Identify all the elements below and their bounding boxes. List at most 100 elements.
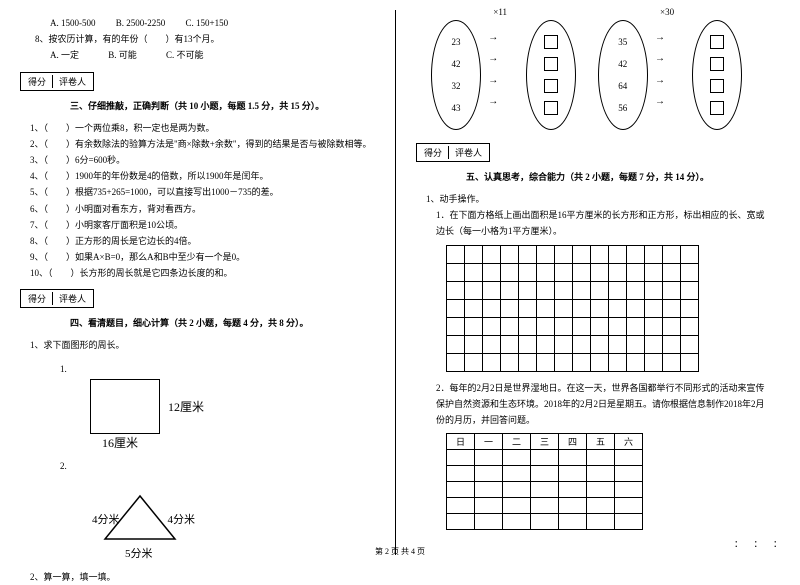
grid-cell [627, 263, 645, 281]
cal-cell[interactable] [587, 466, 615, 482]
grid-cell [537, 335, 555, 353]
grid-cell [681, 317, 699, 335]
answer-box[interactable] [544, 101, 558, 115]
cal-head: 六 [615, 434, 643, 450]
cal-cell[interactable] [587, 450, 615, 466]
grid-cell [573, 245, 591, 263]
cal-cell[interactable] [615, 466, 643, 482]
cal-cell[interactable] [475, 482, 503, 498]
grid-cell [519, 299, 537, 317]
q8-opt-c: C. 不可能 [166, 50, 204, 60]
arrow-icon: → [655, 76, 685, 86]
cal-cell[interactable] [475, 514, 503, 530]
grid-cell [627, 299, 645, 317]
cal-cell[interactable] [531, 514, 559, 530]
cal-cell[interactable] [531, 466, 559, 482]
judge-item: 5、（ ）根据735+265=1000，可以直接写出1000－735的差。 [30, 184, 375, 200]
grid-cell [663, 299, 681, 317]
grid-cell [591, 263, 609, 281]
cal-cell[interactable] [587, 482, 615, 498]
grid-cell [573, 317, 591, 335]
grader-label: 评卷人 [56, 292, 89, 305]
rect-height: 12厘米 [168, 398, 204, 415]
cal-cell[interactable] [559, 498, 587, 514]
grid-cell [681, 281, 699, 299]
cal-cell[interactable] [447, 450, 475, 466]
tri-right: 4分米 [168, 511, 196, 527]
left-column: A. 1500-500 B. 2500-2250 C. 150+150 8、按农… [0, 0, 395, 565]
grid-cell [591, 335, 609, 353]
grid-cell [555, 245, 573, 263]
grid-cell [681, 299, 699, 317]
cal-cell[interactable] [447, 482, 475, 498]
cal-cell[interactable] [503, 498, 531, 514]
cal-cell[interactable] [503, 466, 531, 482]
cal-cell[interactable] [559, 466, 587, 482]
grid-cell [591, 299, 609, 317]
cal-cell[interactable] [503, 514, 531, 530]
grid-cell [645, 281, 663, 299]
grid-cell [645, 317, 663, 335]
grid-cell [573, 353, 591, 371]
grid-cell [537, 317, 555, 335]
answer-box[interactable] [710, 101, 724, 115]
grid-cell [591, 245, 609, 263]
calendar-table: 日一二三四五六 [446, 433, 643, 530]
dots: ： ： ： [734, 537, 785, 550]
answer-box[interactable] [710, 79, 724, 93]
ellipse-value: 56 [618, 103, 627, 113]
q5-2: 2．每年的2月2日是世界湿地日。在这一天，世界各国都举行不同形式的活动来宣传保护… [416, 380, 771, 429]
grid-cell [555, 317, 573, 335]
cal-cell[interactable] [587, 498, 615, 514]
cal-cell[interactable] [615, 498, 643, 514]
cal-cell[interactable] [615, 482, 643, 498]
ellipse-value: 43 [452, 103, 461, 113]
ellipse-value: 23 [452, 37, 461, 47]
cal-cell[interactable] [587, 514, 615, 530]
section-4-title: 四、看清题目，细心计算（共 2 小题，每题 4 分，共 8 分）。 [70, 316, 375, 329]
cal-cell[interactable] [447, 498, 475, 514]
answer-box[interactable] [544, 57, 558, 71]
answer-box[interactable] [544, 79, 558, 93]
grid-cell [663, 263, 681, 281]
tri-figure: 2. 4分米 4分米 5分米 [60, 461, 375, 551]
q8-text: 8、按农历计算，有的年份（ ）有13个月。 [20, 31, 375, 47]
ellipse-diagrams: 23423243 ×11 → → → → 35426456 ×30 → → → … [426, 15, 771, 135]
cal-head: 日 [447, 434, 475, 450]
cal-cell[interactable] [503, 482, 531, 498]
arrow-icon: → [655, 33, 685, 43]
grid-cell [519, 353, 537, 371]
cal-cell[interactable] [503, 450, 531, 466]
grid-cell [591, 281, 609, 299]
grid-cell [447, 335, 465, 353]
cal-cell[interactable] [559, 482, 587, 498]
grid-cell [519, 263, 537, 281]
grid-cell [609, 245, 627, 263]
cal-cell[interactable] [559, 514, 587, 530]
grid-cell [627, 335, 645, 353]
answer-box[interactable] [544, 35, 558, 49]
cal-cell[interactable] [531, 498, 559, 514]
cal-head: 一 [475, 434, 503, 450]
grid-cell [627, 245, 645, 263]
ellipse-value: 42 [618, 59, 627, 69]
q5-1-1: 1．在下面方格纸上画出面积是16平方厘米的长方形和正方形，标出相应的长、宽或边长… [416, 207, 771, 239]
cal-cell[interactable] [475, 498, 503, 514]
cal-cell[interactable] [475, 466, 503, 482]
cal-cell[interactable] [615, 514, 643, 530]
cal-cell[interactable] [475, 450, 503, 466]
cal-cell[interactable] [559, 450, 587, 466]
answer-box[interactable] [710, 57, 724, 71]
cal-cell[interactable] [447, 514, 475, 530]
cal-cell[interactable] [531, 482, 559, 498]
grid-cell [465, 317, 483, 335]
grid-cell [627, 281, 645, 299]
grid-cell [447, 245, 465, 263]
cal-cell[interactable] [531, 450, 559, 466]
answer-box[interactable] [710, 35, 724, 49]
right-column: 23423243 ×11 → → → → 35426456 ×30 → → → … [396, 0, 791, 565]
judge-item: 1、（ ）一个两位乘8，积一定也是两为数。 [30, 120, 375, 136]
cal-cell[interactable] [615, 450, 643, 466]
cal-head: 二 [503, 434, 531, 450]
cal-cell[interactable] [447, 466, 475, 482]
